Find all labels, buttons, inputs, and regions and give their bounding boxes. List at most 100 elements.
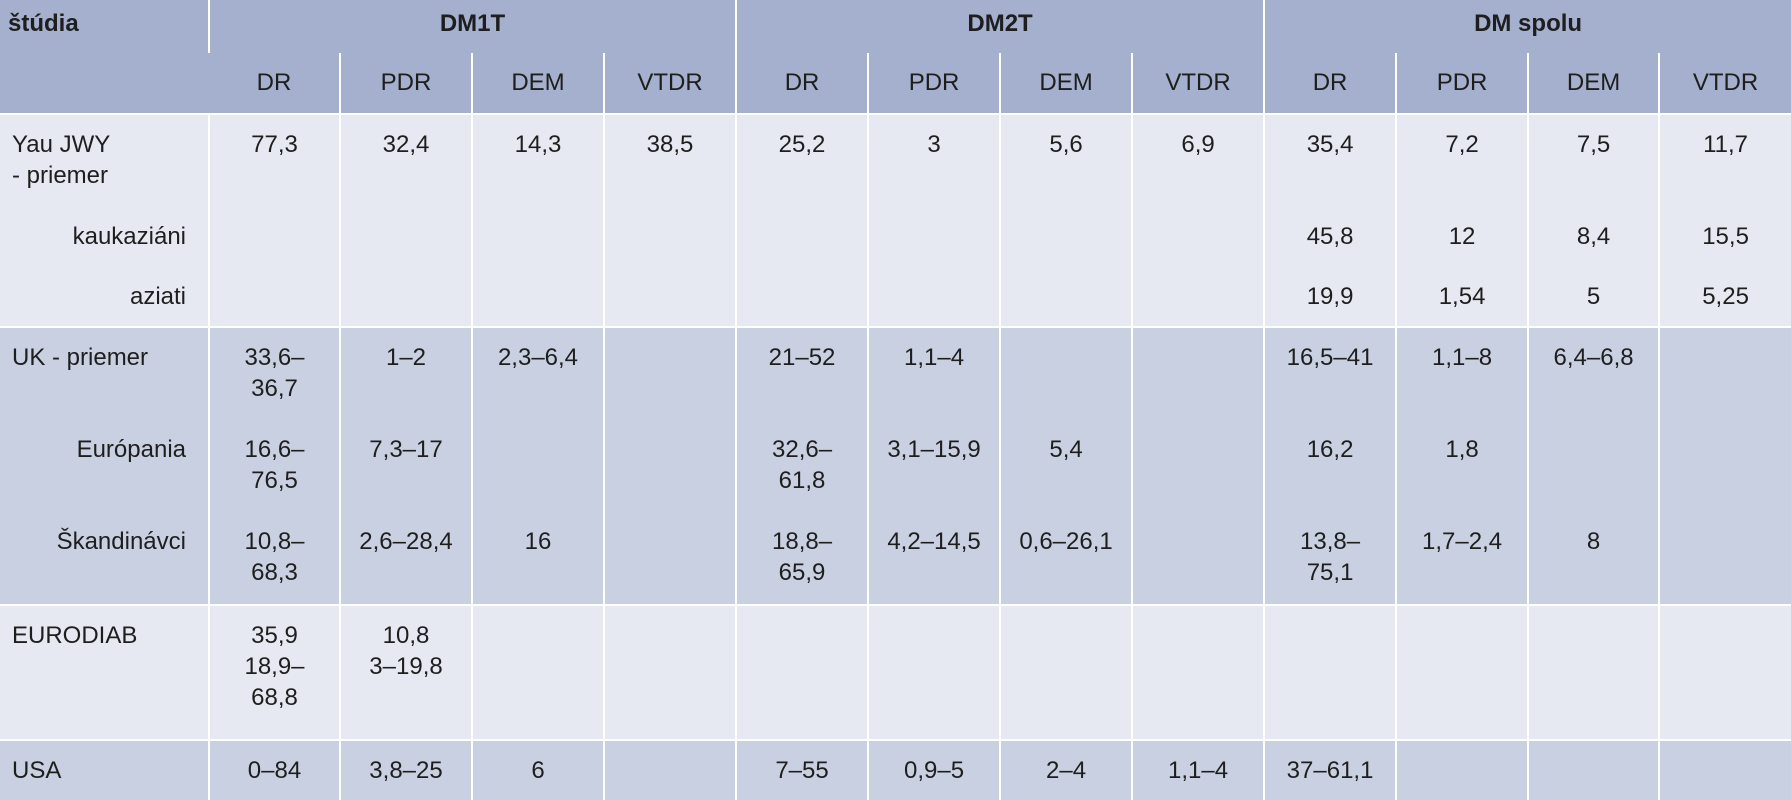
table-cell [602,420,737,512]
row-label: Yau JWY - priemer [0,113,209,207]
table-cell [1658,512,1791,605]
table-cell: 16,2 [1263,420,1397,512]
table-cell: 1,1–4 [867,326,1001,420]
table-cell: 33,6– 36,7 [208,326,340,420]
table-cell: 4,2–14,5 [867,512,1001,605]
table-cell: 7,2 [1395,113,1529,207]
table-cell: 16,6– 76,5 [208,420,340,512]
table-row: Európania 16,6– 76,5 7,3–17 32,6– 61,8 3,1–1… [0,420,1791,512]
table-cell: 45,8 [1263,207,1397,267]
subcolumn-header: VTDR [1658,53,1791,114]
subcolumn-header: DEM [1527,53,1660,114]
table-cell [1527,604,1660,740]
table-cell: 16,5–41 [1263,326,1397,420]
table-cell: 5 [1527,267,1660,327]
table-cell [471,420,604,512]
table-cell [339,207,472,267]
subcolumn-header: DR [735,53,869,114]
table-row: kaukaziáni 45,8 12 8,4 15,5 [0,207,1791,267]
table-cell: 10,8– 68,3 [208,512,340,605]
table-cell: 77,3 [208,113,340,207]
table-cell [999,604,1133,740]
table-cell [1527,739,1660,800]
table-cell [1658,326,1791,420]
row-label: Európania [0,420,209,512]
table-cell: 32,6– 61,8 [735,420,869,512]
subcolumn-header: PDR [867,53,1001,114]
table-cell: 13,8– 75,1 [1263,512,1397,605]
table-cell: 7–55 [735,739,869,800]
table-cell: 19,9 [1263,267,1397,327]
subcolumn-header: DR [1263,53,1397,114]
table-cell [339,267,472,327]
table-row: EURODIAB 35,9 18,9– 68,8 10,8 3–19,8 [0,604,1791,740]
table-cell: 6,9 [1131,113,1265,207]
table-cell: 1,1–8 [1395,326,1529,420]
table-cell: 2,6–28,4 [339,512,472,605]
table-cell: 1,7–2,4 [1395,512,1529,605]
table-cell: 3,1–15,9 [867,420,1001,512]
table-cell: 8 [1527,512,1660,605]
table-cell [1527,420,1660,512]
table-cell [1263,604,1397,740]
table-cell: 2,3–6,4 [471,326,604,420]
table-cell: 37–61,1 [1263,739,1397,800]
table-cell [1131,326,1265,420]
row-label: aziati [0,267,209,327]
table-cell [1131,207,1265,267]
table-row: UK - priemer 33,6– 36,7 1–2 2,3–6,4 21–52 1,1… [0,326,1791,420]
table-cell: 7,3–17 [339,420,472,512]
table-cell: 12 [1395,207,1529,267]
row-group: UK - priemer 33,6– 36,7 1–2 2,3–6,4 21–52 1,1… [0,326,1791,605]
table-row: USA 0–84 3,8–25 6 7–55 0,9–5 2–4 1,1–4 37–61,1 [0,739,1791,800]
row-group: Yau JWY - priemer 77,3 32,4 14,3 38,5 25,2 3 5,… [0,113,1791,327]
table-cell [1395,604,1529,740]
row-label: USA [0,739,209,800]
table-cell [1395,739,1529,800]
table-cell [602,207,737,267]
table-cell: 5,4 [999,420,1133,512]
table-cell [471,207,604,267]
table-cell: 32,4 [339,113,472,207]
table-cell [735,207,869,267]
table-cell [471,604,604,740]
table-cell: 16 [471,512,604,605]
table-cell: 10,8 3–19,8 [339,604,472,740]
table-cell: 3,8–25 [339,739,472,800]
table-cell: 18,8– 65,9 [735,512,869,605]
table-cell: 2–4 [999,739,1133,800]
table-cell: 5,25 [1658,267,1791,327]
row-group: EURODIAB 35,9 18,9– 68,8 10,8 3–19,8 [0,604,1791,740]
table-cell: 21–52 [735,326,869,420]
table-cell [735,604,869,740]
table-cell [602,739,737,800]
table-cell: 1–2 [339,326,472,420]
table-cell [1131,267,1265,327]
table-cell: 8,4 [1527,207,1660,267]
table-cell [1658,739,1791,800]
table-cell [999,326,1133,420]
row-group: USA 0–84 3,8–25 6 7–55 0,9–5 2–4 1,1–4 37–61,1 [0,739,1791,800]
subcolumn-header: VTDR [602,53,737,114]
table-cell [208,207,340,267]
subcolumn-header: VTDR [1131,53,1265,114]
row-label: kaukaziáni [0,207,209,267]
table-cell: 1,1–4 [1131,739,1265,800]
table-row: aziati 19,9 1,54 5 5,25 [0,267,1791,327]
group-header: DM1T [207,0,737,53]
subcolumn-header: DEM [999,53,1133,114]
table-cell [1131,604,1265,740]
table-cell [1658,604,1791,740]
table-cell: 35,9 18,9– 68,8 [208,604,340,740]
table-cell [602,267,737,327]
table-cell [867,604,1001,740]
table-cell [999,207,1133,267]
table-cell: 7,5 [1527,113,1660,207]
table-cell: 5,6 [999,113,1133,207]
subheader-row: DR PDR DEM VTDR DR PDR DEM VTDR DR PDR DEM VTDR [0,53,1791,114]
table-cell [735,267,869,327]
column-header: štúdia [0,0,209,114]
table-cell [1658,420,1791,512]
